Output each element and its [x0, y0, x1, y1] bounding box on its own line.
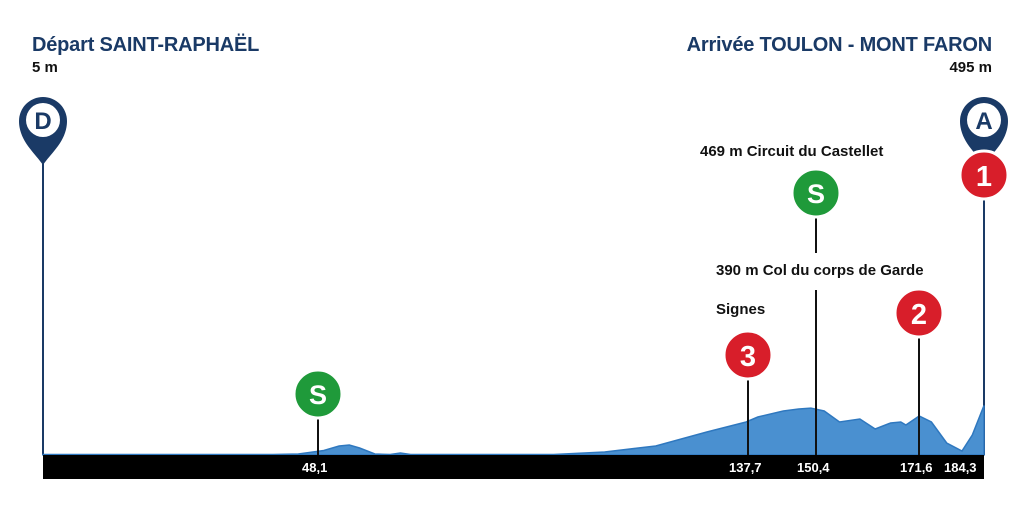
- km-label: 48,1: [302, 460, 328, 475]
- finish-title: Arrivée TOULON - MONT FARON: [686, 34, 993, 56]
- finish-altitude: 495 m: [949, 59, 992, 76]
- km-label: 171,6: [900, 460, 933, 475]
- sprint-1-badge: S: [292, 368, 344, 420]
- finish-marker-letter: A: [975, 108, 992, 135]
- climb-signes-badge: 3: [722, 329, 774, 381]
- sprint-1-symbol: S: [309, 380, 327, 410]
- km-label: 184,3: [944, 460, 977, 475]
- climb-signes-symbol: 3: [740, 341, 756, 373]
- start-marker: D: [19, 97, 67, 165]
- start-altitude: 5 m: [32, 59, 58, 76]
- start-title: Départ SAINT-RAPHAËL: [32, 34, 260, 56]
- sprint-castellet-badge: S: [790, 167, 842, 219]
- climb-signes-label: Signes: [716, 301, 766, 318]
- elevation-area: [42, 405, 985, 456]
- climb-mont-faron-badge: 1: [958, 149, 1010, 201]
- climb-col-garde-symbol: 2: [911, 299, 927, 331]
- distance-axis-bar: [43, 455, 984, 479]
- km-label: 150,4: [797, 460, 830, 475]
- sprint-castellet-label: 469 m Circuit du Castellet: [700, 143, 884, 160]
- finish-marker: A: [960, 97, 1008, 165]
- climb-col-garde-label: 390 m Col du corps de Garde: [716, 262, 924, 279]
- start-pin-circle: [26, 103, 60, 137]
- climb-col-garde-badge: 2: [893, 287, 945, 339]
- climb-mont-faron-symbol: 1: [976, 161, 992, 193]
- km-label: 137,7: [729, 460, 762, 475]
- start-marker-letter: D: [34, 108, 51, 135]
- sprint-castellet-symbol: S: [807, 179, 825, 209]
- finish-pin-circle: [967, 103, 1001, 137]
